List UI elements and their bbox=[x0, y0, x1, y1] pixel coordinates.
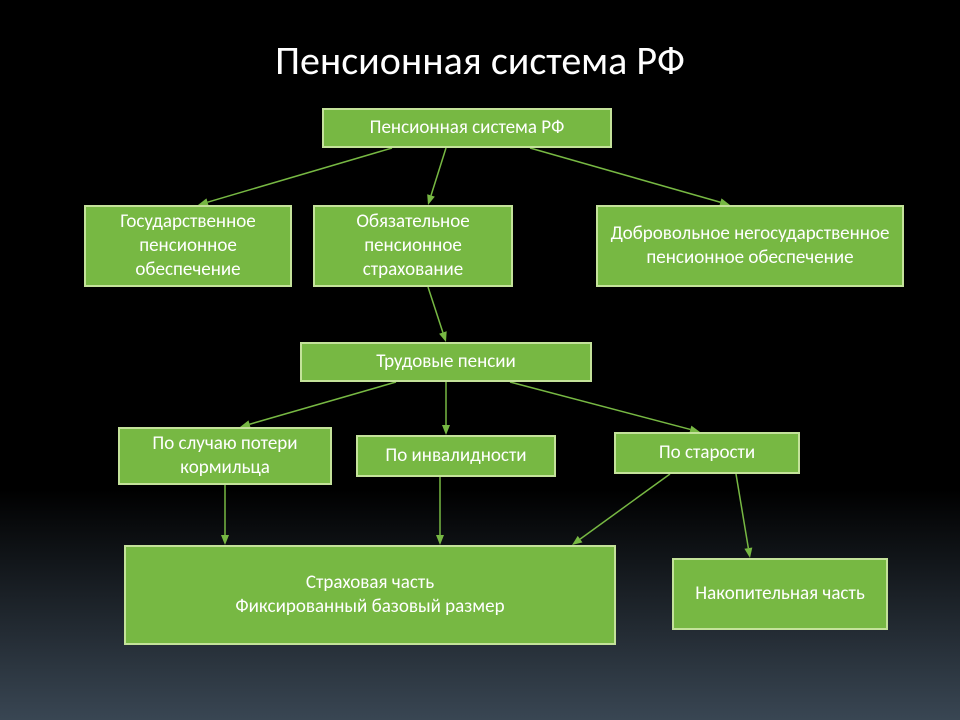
node-loss: По случаю потери кормильца bbox=[118, 427, 332, 485]
node-insur: Страховая часть Фиксированный базовый ра… bbox=[124, 545, 616, 645]
node-oblig: Обязательное пенсионное страхование bbox=[313, 205, 513, 287]
node-root: Пенсионная система РФ bbox=[322, 108, 612, 148]
node-accum: Накопительная часть bbox=[672, 558, 888, 630]
node-inval: По инвалидности bbox=[356, 435, 556, 477]
node-labor: Трудовые пенсии bbox=[300, 342, 592, 382]
node-gov: Государственное пенсионное обеспечение bbox=[84, 205, 292, 287]
node-vol: Добровольное негосударственное пенсионно… bbox=[596, 205, 904, 287]
node-age: По старости bbox=[614, 432, 800, 474]
diagram-title: Пенсионная система РФ bbox=[0, 36, 960, 85]
diagram-stage: Пенсионная система РФ Пенсионная система… bbox=[0, 0, 960, 720]
